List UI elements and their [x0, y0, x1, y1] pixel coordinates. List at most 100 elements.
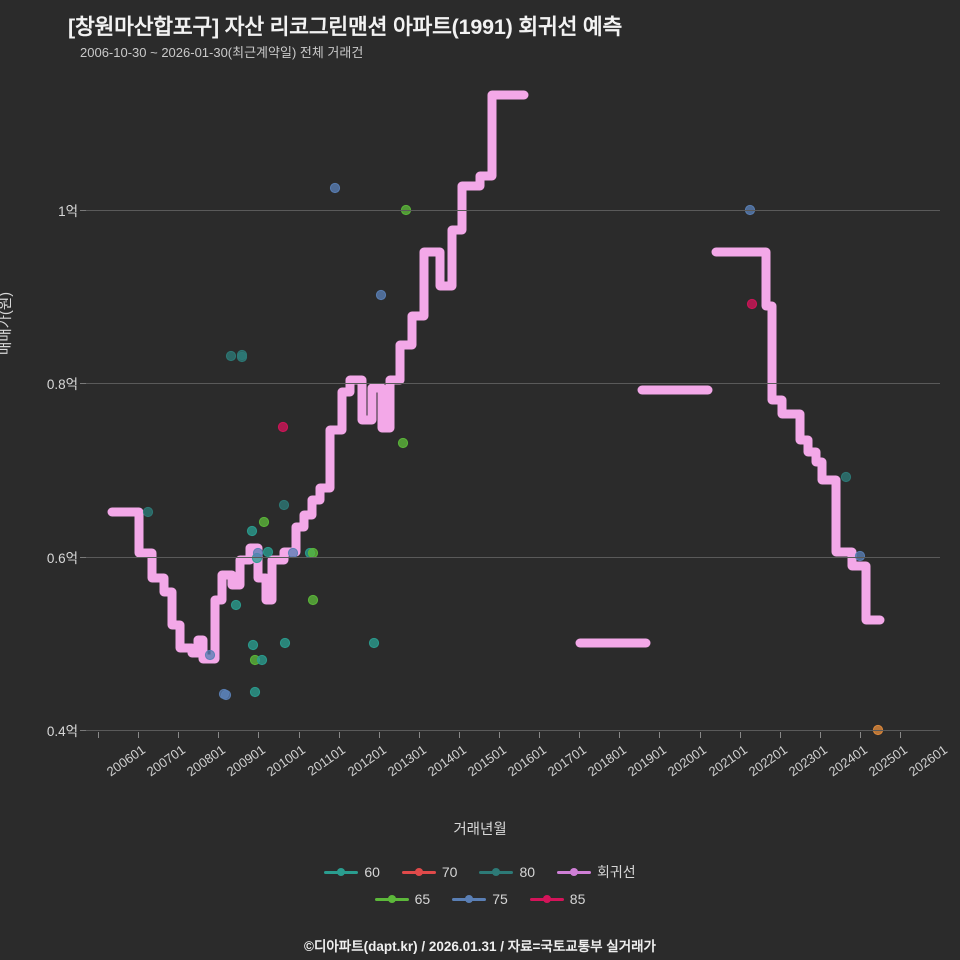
x-axis-tick-label: 202501 [865, 742, 910, 780]
scatter-point-80[interactable] [225, 350, 237, 362]
y-axis-tick-label: 0.8억 [46, 377, 78, 393]
y-axis-tick-label: 0.6억 [46, 550, 78, 566]
plot-area [86, 70, 940, 736]
scatter-point-75[interactable] [329, 182, 341, 194]
x-axis-tick-label: 201901 [625, 742, 670, 780]
legend-item-80[interactable]: 80 [479, 862, 535, 882]
x-axis-tick-label: 201801 [585, 742, 630, 780]
y-axis-tick-label: 1억 [58, 204, 78, 219]
scatter-point-60[interactable] [230, 599, 242, 611]
x-axis-tick [418, 732, 420, 738]
regression-line-segment [107, 90, 529, 664]
y-axis-tick [80, 556, 86, 558]
x-axis-tick-label: 202301 [785, 742, 830, 780]
scatter-point-60[interactable] [256, 654, 268, 666]
scatter-point-60[interactable] [368, 637, 380, 649]
x-axis-tick [659, 732, 661, 738]
scatter-point-80[interactable] [278, 499, 290, 511]
legend-row: 65 75 85 [374, 891, 586, 907]
scatter-point-65[interactable] [400, 204, 412, 216]
x-axis-tick-label: 201501 [464, 742, 509, 780]
legend-item-70[interactable]: 70 [401, 862, 458, 882]
x-axis-tick [819, 732, 821, 738]
scatter-point-60[interactable] [249, 686, 261, 698]
x-axis-tick-label: 200901 [224, 742, 269, 780]
scatter-point-60[interactable] [246, 525, 258, 537]
x-axis-tick-label: 202401 [825, 742, 870, 780]
x-axis-title: 거래년월 [453, 822, 507, 838]
x-axis-tick-label: 202101 [705, 742, 750, 780]
scatter-point-85[interactable] [746, 298, 758, 310]
x-axis-tick [218, 732, 220, 738]
scatter-point-75[interactable] [220, 689, 232, 701]
x-axis-tick [458, 732, 460, 738]
legend-label: 70 [441, 864, 458, 880]
legend-item-회귀선[interactable]: 회귀선 [557, 862, 636, 882]
legend-marker-icon [452, 893, 487, 905]
chart-canvas [107, 90, 885, 736]
x-axis-tick-label: 202201 [745, 742, 790, 780]
gridline [86, 210, 940, 211]
scatter-point-75[interactable] [744, 204, 756, 216]
legend-label: 회귀선 [597, 864, 636, 880]
x-axis-tick-label: 200601 [103, 742, 148, 780]
legend-item-75[interactable]: 75 [452, 891, 508, 907]
legend-marker-icon [557, 866, 592, 878]
legend-label: 60 [364, 864, 380, 880]
scatter-point-75[interactable] [375, 289, 387, 301]
legend-label: 65 [414, 891, 431, 907]
x-axis-tick-label: 201301 [384, 742, 429, 780]
legend-item-85[interactable]: 85 [529, 891, 586, 907]
x-axis-tick [619, 732, 621, 738]
x-axis-tick [539, 732, 541, 738]
page-subtitle: 2006-10-30 ~ 2026-01-30(최근계약일) 전체 거래건 [80, 45, 364, 60]
y-axis-tick [80, 210, 86, 211]
x-axis-tick-label: 202601 [905, 742, 950, 780]
legend-label: 85 [569, 891, 586, 907]
legend-marker-icon [401, 866, 436, 878]
x-axis-tick [138, 732, 140, 738]
x-axis-tick [900, 732, 901, 738]
x-axis-tick-label: 200701 [143, 742, 189, 780]
page-title: [창원마산합포구] 자산 리코그린맨션 아파트(1991) 회귀선 예측 [68, 15, 623, 39]
scatter-point-85[interactable] [277, 421, 289, 433]
regression-line-segment [711, 247, 885, 625]
x-axis-tick [178, 732, 180, 738]
scatter-point-65[interactable] [397, 437, 409, 449]
y-axis-tick [80, 383, 86, 385]
x-axis-tick [338, 732, 340, 738]
x-axis-tick [378, 732, 380, 738]
legend-label: 80 [519, 864, 536, 880]
gridline [86, 730, 940, 731]
x-axis-tick [579, 732, 581, 738]
x-axis-tick [859, 732, 861, 738]
scatter-point-65[interactable] [258, 516, 270, 528]
y-axis-tick-label: 0.4억 [46, 724, 78, 739]
scatter-point-75[interactable] [854, 550, 866, 562]
x-axis-tick [739, 732, 741, 738]
scatter-point-60[interactable] [279, 637, 291, 649]
scatter-point-80[interactable] [840, 471, 852, 483]
legend-item-60[interactable]: 60 [324, 862, 380, 882]
scatter-point-75[interactable] [204, 649, 216, 661]
scatter-point-80[interactable] [236, 351, 248, 363]
legend-marker-icon [324, 866, 359, 878]
scatter-point-60[interactable] [247, 639, 259, 651]
x-axis-tick-label: 200801 [184, 742, 229, 780]
legend-marker-icon [374, 893, 409, 905]
legend-marker-icon [529, 893, 564, 905]
legend-row: 60 70 80 회귀선 [324, 862, 636, 882]
x-axis-tick [98, 732, 99, 738]
chart-legend: 60 70 80 회귀선 65 75 85 [0, 862, 960, 907]
scatter-point-60[interactable] [262, 546, 274, 558]
x-axis-tick-label: 201201 [344, 742, 389, 780]
y-axis-title: 매매가(원) [0, 291, 14, 355]
legend-item-65[interactable]: 65 [374, 891, 431, 907]
scatter-point-65[interactable] [307, 594, 319, 606]
scatter-point-80[interactable] [142, 506, 154, 518]
x-axis-tick [298, 732, 300, 738]
x-axis-tick-label: 202001 [665, 742, 710, 780]
y-axis-tick [80, 730, 86, 731]
x-axis-tick-label: 201001 [264, 742, 309, 780]
